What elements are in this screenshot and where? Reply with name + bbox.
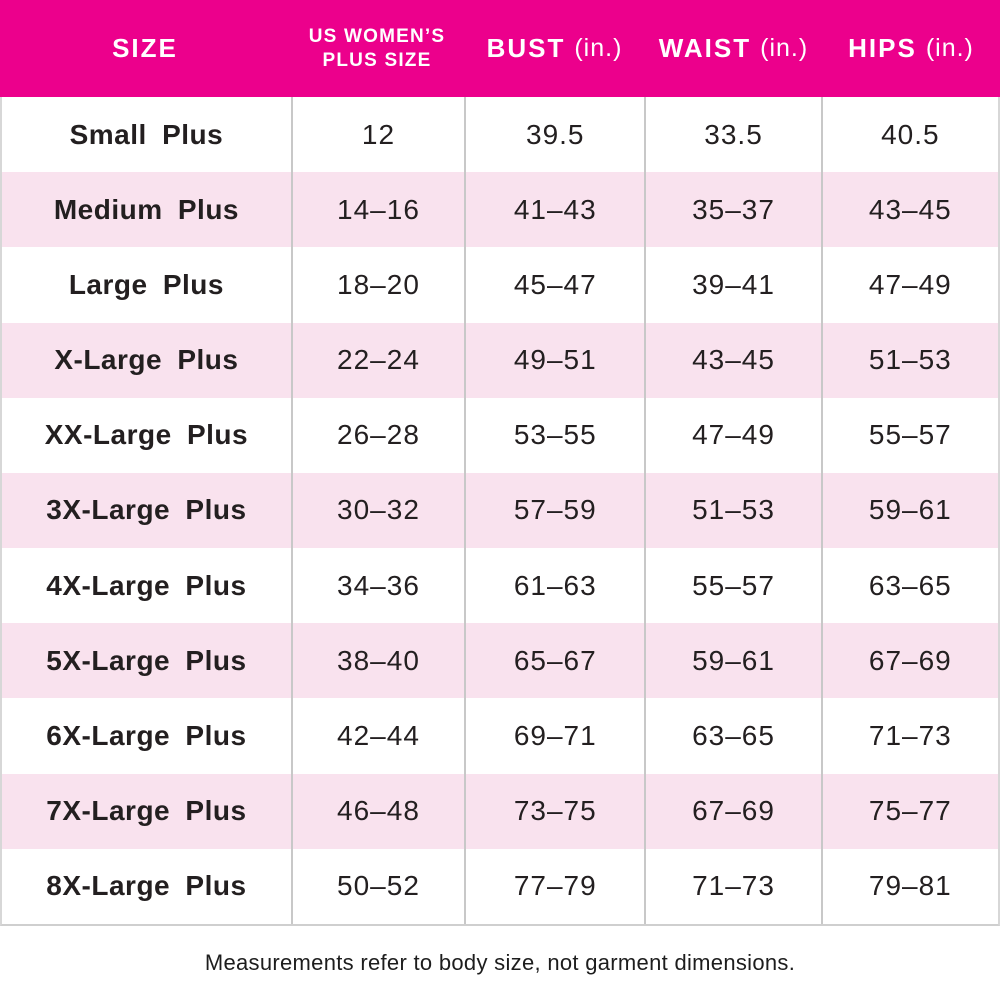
measurement-cell: 71–73 [644,848,820,924]
table-row: XX-Large Plus 26–28 53–55 47–49 55–57 [2,397,998,473]
measurement-cell: 61–63 [464,548,644,624]
size-name-cell: X-Large Plus [54,344,239,376]
size-name-cell: Large Plus [68,268,224,300]
measurement-cell: 12 [290,97,464,173]
measurement-cell: 18–20 [290,247,464,323]
table-body: Small Plus 12 39.5 33.5 40.5 Medium Plus 14–16… [0,97,1000,926]
table-row: Medium Plus 14–16 41–43 35–37 43–45 [2,172,998,248]
column-header-waist: WAIST (in.) [645,0,822,97]
measurement-cell: 71–73 [820,698,998,774]
table-row: 6X-Large Plus 42–44 69–71 63–65 71–73 [2,698,998,774]
measurement-cell: 55–57 [644,548,820,624]
measurement-cell: 50–52 [290,848,464,924]
measurement-cell: 63–65 [644,698,820,774]
size-name-cell: 7X-Large Plus [46,795,247,827]
table-row: Large Plus 18–20 45–47 39–41 47–49 [2,247,998,323]
measurement-cell: 63–65 [820,548,998,624]
measurement-cell: 73–75 [464,773,644,849]
size-name-cell: 6X-Large Plus [46,720,247,752]
measurement-cell: 42–44 [290,698,464,774]
measurement-cell: 41–43 [464,172,644,248]
column-header-unit: (in.) [760,34,809,62]
measurement-cell: 26–28 [290,397,464,473]
column-header-label: SIZE [112,33,178,63]
size-name-cell: 4X-Large Plus [46,569,247,601]
measurement-cell: 51–53 [644,472,820,549]
measurement-cell: 47–49 [644,397,820,473]
column-header-label: WAIST [658,33,752,63]
size-name-cell: Medium Plus [53,193,240,225]
measurement-cell: 39–41 [644,247,820,323]
measurement-cell: 49–51 [464,322,644,398]
size-name-cell: 3X-Large Plus [46,494,247,526]
measurement-cell: 75–77 [820,773,998,849]
measurement-cell: 65–67 [464,623,644,699]
measurement-cell: 47–49 [820,247,998,323]
table-row: 5X-Large Plus 38–40 65–67 59–61 67–69 [2,623,998,699]
measurement-cell: 33.5 [644,97,820,173]
measurement-cell: 77–79 [464,848,644,924]
measurement-cell: 55–57 [820,397,998,473]
measurement-note: Measurements refer to body size, not gar… [204,950,796,975]
column-header-unit: (in.) [574,34,623,62]
measurement-cell: 43–45 [820,172,998,248]
measurement-cell: 67–69 [820,623,998,699]
table-row: 7X-Large Plus 46–48 73–75 67–69 75–77 [2,773,998,849]
column-header-label: US WOMEN’S PLUS SIZE [308,25,446,71]
measurement-cell: 45–47 [464,247,644,323]
measurement-cell: 51–53 [820,322,998,398]
measurement-cell: 53–55 [464,397,644,473]
measurement-cell: 59–61 [644,623,820,699]
measurement-cell: 39.5 [464,97,644,173]
size-name-cell: 5X-Large Plus [46,644,247,676]
measurement-cell: 30–32 [290,472,464,549]
column-header-bust: BUST (in.) [464,0,645,97]
measurement-cell: 43–45 [644,322,820,398]
table-header: SIZE US WOMEN’S PLUS SIZE BUST (in.) WAI… [0,0,1000,97]
measurement-cell: 22–24 [290,322,464,398]
measurement-cell: 67–69 [644,773,820,849]
measurement-cell: 40.5 [820,97,998,173]
column-header-unit: (in.) [925,34,974,62]
size-name-cell: Small Plus [69,118,224,150]
table-row: 8X-Large Plus 50–52 77–79 71–73 79–81 [2,848,998,924]
measurement-cell: 38–40 [290,623,464,699]
measurement-cell: 35–37 [644,172,820,248]
column-header-us-womens-plus-size: US WOMEN’S PLUS SIZE [290,0,464,97]
column-header-hips: HIPS (in.) [822,0,1000,97]
measurement-cell: 59–61 [820,472,998,549]
table-row: X-Large Plus 22–24 49–51 43–45 51–53 [2,322,998,398]
measurement-cell: 46–48 [290,773,464,849]
table-row: 3X-Large Plus 30–32 57–59 51–53 59–61 [2,472,998,549]
column-header-label: BUST [486,33,566,63]
measurement-cell: 57–59 [464,472,644,549]
column-header-label: HIPS [848,33,917,63]
measurement-cell: 34–36 [290,548,464,624]
size-name-cell: 8X-Large Plus [46,870,247,902]
table-row: Small Plus 12 39.5 33.5 40.5 [2,97,998,173]
measurement-cell: 69–71 [464,698,644,774]
size-name-cell: XX-Large Plus [44,419,249,451]
column-header-size: SIZE [0,0,290,97]
table-row: 4X-Large Plus 34–36 61–63 55–57 63–65 [2,548,998,624]
measurement-cell: 14–16 [290,172,464,248]
measurement-cell: 79–81 [820,848,998,924]
